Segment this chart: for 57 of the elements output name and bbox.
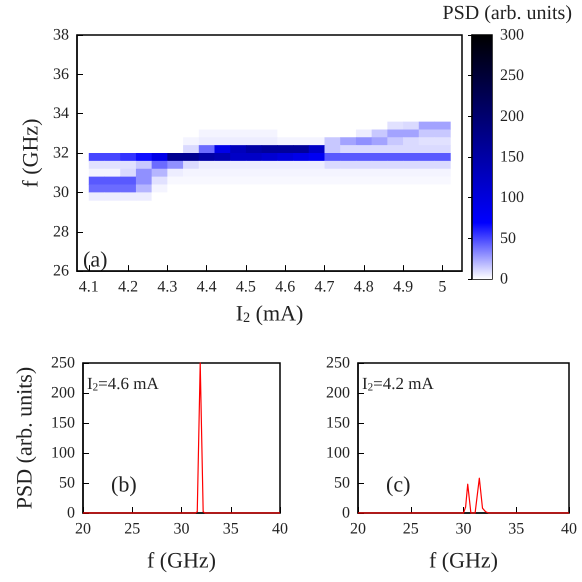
annotation: (a) [83,246,108,272]
y-tick-label: 50 [59,474,75,492]
color-bar-label: 300 [500,26,524,44]
x-tick-label: 35 [508,520,524,538]
y-tick-label: 250 [51,354,75,372]
color-bar-label: 50 [500,230,516,247]
y-tick-label: 0 [342,504,350,522]
x-tick-label: 25 [124,520,140,538]
y-tick-label: 50 [334,474,350,492]
x-tick-label: 20 [75,520,91,538]
x-tick-label: 4.5 [236,278,256,296]
x-tick-label: 35 [222,520,239,538]
annotation: I2=4.6 mA [87,374,160,394]
y-tick-label: 250 [326,354,350,372]
y-tick-label: 0 [67,504,75,522]
x-tick-label: 40 [272,520,288,538]
y-tick-label: 38 [53,26,69,44]
color-bar-label: 100 [500,189,524,206]
x-axis-title: I2 (mA) [236,300,304,326]
y-tick-label: 28 [53,223,69,240]
y-tick-label: 32 [53,144,69,162]
y-tick-label: 100 [51,444,75,462]
y-axis-title: PSD (arb. units) [12,366,36,510]
x-tick-label: 40 [561,520,577,538]
x-tick-label: 4.7 [314,278,334,296]
x-tick-label: 20 [350,520,366,538]
y-tick-label: 30 [53,184,69,201]
y-tick-label: 150 [326,414,350,432]
x-tick-label: 25 [402,520,419,538]
annotation: (c) [386,472,410,496]
y-tick-label: 36 [53,66,69,83]
y-tick-label: 26 [53,262,69,280]
x-tick-label: 4.9 [393,278,414,296]
color-bar-label: 250 [500,67,524,84]
y-tick-label: 200 [51,384,75,402]
annotation: I2=4.2 mA [362,374,434,394]
annotation: (b) [111,472,137,496]
color-bar-label: 200 [500,108,524,125]
x-tick-label: 5 [438,278,446,296]
x-axis-title: f (GHz) [146,548,216,572]
y-tick-label: 200 [326,384,350,402]
x-tick-label: 30 [456,520,472,538]
y-tick-label: 34 [53,105,69,122]
x-tick-label: 4.8 [354,278,374,296]
x-axis-title: f (GHz) [428,548,498,572]
color-bar-title: PSD (arb. units) [442,2,572,24]
y-tick-label: 100 [326,444,350,462]
y-tick-label: 150 [51,414,75,432]
x-tick-label: 30 [174,520,190,538]
y-axis-title: f (GHz) [18,118,42,188]
color-bar-label: 0 [500,270,508,288]
color-bar-label: 150 [500,148,524,166]
x-tick-label: 4.4 [196,278,217,296]
x-tick-label: 4.3 [157,278,178,296]
x-tick-label: 4.6 [275,278,296,296]
x-tick-label: 4.1 [78,278,99,296]
x-tick-label: 4.2 [118,278,138,296]
